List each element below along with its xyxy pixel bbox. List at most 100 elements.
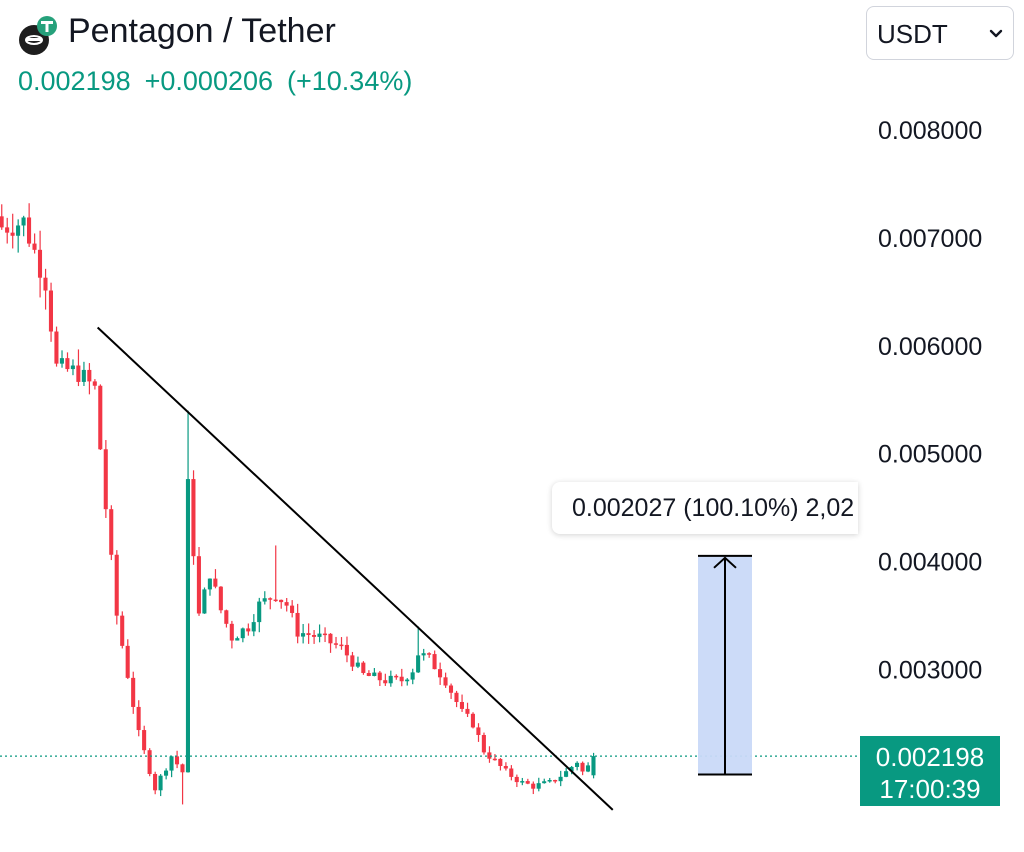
candle-down — [268, 598, 273, 600]
tether-token-icon — [19, 16, 57, 55]
candle-down — [273, 599, 278, 602]
candle-down — [32, 243, 37, 250]
candle-down — [350, 655, 355, 667]
candle-down — [37, 249, 43, 278]
candle-down — [525, 781, 530, 784]
candle-down — [284, 602, 289, 606]
candle-up — [372, 672, 377, 676]
candle-up — [591, 756, 596, 776]
candle-down — [492, 758, 497, 761]
y-tick-label: 0.006000 — [878, 333, 982, 361]
candle-down — [438, 669, 443, 678]
candle-up — [257, 601, 262, 623]
currency-select[interactable]: USDT — [866, 6, 1014, 60]
candle-down — [213, 578, 218, 587]
chevron-down-icon — [989, 29, 1003, 38]
candle-down — [5, 227, 10, 233]
candle-down — [399, 676, 404, 682]
last-price-label: 0.002198 17:00:39 — [860, 736, 1000, 806]
candle-down — [131, 677, 136, 707]
candle-down — [322, 633, 327, 636]
candle-down — [328, 633, 333, 644]
y-tick-label: 0.004000 — [878, 549, 982, 577]
measure-label-text: 0.002027 (100.10%) 2,02 — [572, 494, 855, 522]
candle-down — [509, 768, 514, 777]
candles-group — [0, 203, 596, 805]
candle-up — [235, 638, 240, 641]
y-axis: 0.008000 0.007000 0.006000 0.005000 0.004000… — [878, 117, 982, 685]
candle-down — [229, 623, 234, 641]
pair-title: Pentagon / Tether — [68, 12, 336, 50]
candle-up — [207, 578, 212, 590]
candle-down — [377, 672, 382, 681]
candle-down — [333, 643, 338, 645]
current-price: 0.002198 — [18, 66, 131, 96]
candle-up — [585, 765, 591, 772]
candle-down — [306, 633, 311, 636]
candle-up — [81, 369, 86, 382]
price-change: +0.000206 — [144, 66, 274, 96]
candle-up — [164, 770, 169, 776]
candle-up — [16, 225, 21, 236]
candle-up — [59, 358, 64, 364]
candle-down — [344, 644, 349, 656]
candle-down — [553, 779, 558, 782]
candle-down — [487, 752, 492, 759]
candle-up — [251, 622, 256, 632]
candle-down — [87, 369, 92, 382]
candle-down — [448, 685, 454, 693]
candle-up — [536, 783, 541, 789]
candle-down — [311, 635, 317, 637]
candle-down — [383, 680, 388, 684]
candle-down — [279, 599, 284, 603]
candle-up — [520, 781, 525, 783]
candle-down — [180, 764, 185, 773]
candle-down — [125, 645, 130, 678]
candle-up — [564, 771, 569, 777]
candle-down — [394, 675, 399, 678]
candle-down — [465, 708, 470, 714]
candle-up — [70, 365, 75, 370]
candle-down — [48, 290, 53, 332]
y-tick-label: 0.003000 — [878, 657, 982, 685]
candle-down — [147, 750, 152, 774]
candle-up — [262, 598, 267, 602]
candle-down — [174, 756, 180, 765]
candle-down — [109, 509, 114, 555]
candle-down — [498, 758, 503, 766]
candle-down — [27, 217, 32, 244]
candle-up — [416, 655, 421, 673]
candle-up — [21, 217, 26, 226]
candle-down — [142, 730, 147, 751]
y-tick-label: 0.005000 — [878, 441, 982, 469]
candle-down — [432, 654, 437, 670]
price-change-percent: (+10.34%) — [287, 66, 413, 96]
candle-down — [92, 381, 97, 386]
candle-down — [120, 615, 125, 646]
candle-down — [65, 358, 70, 370]
candle-down — [366, 672, 371, 676]
candle-up — [410, 672, 415, 680]
candle-up — [169, 756, 174, 771]
candle-down — [114, 554, 119, 616]
candle-up — [301, 633, 306, 637]
candle-down — [10, 232, 15, 236]
candle-down — [43, 277, 48, 291]
candle-down — [531, 783, 536, 789]
candle-down — [153, 773, 158, 791]
candle-down — [290, 605, 295, 613]
candle-up — [405, 679, 410, 682]
candle-down — [443, 677, 448, 686]
candle-down — [224, 610, 229, 624]
candle-down — [196, 556, 201, 614]
candle-down — [481, 734, 486, 753]
candle-down — [136, 706, 141, 731]
candle-up — [569, 766, 574, 772]
last-price-value: 0.002198 — [875, 742, 985, 772]
candle-down — [339, 644, 344, 647]
candle-down — [470, 713, 475, 728]
candle-up — [355, 662, 360, 667]
candle-up — [240, 628, 245, 639]
y-tick-label: 0.007000 — [878, 225, 982, 253]
